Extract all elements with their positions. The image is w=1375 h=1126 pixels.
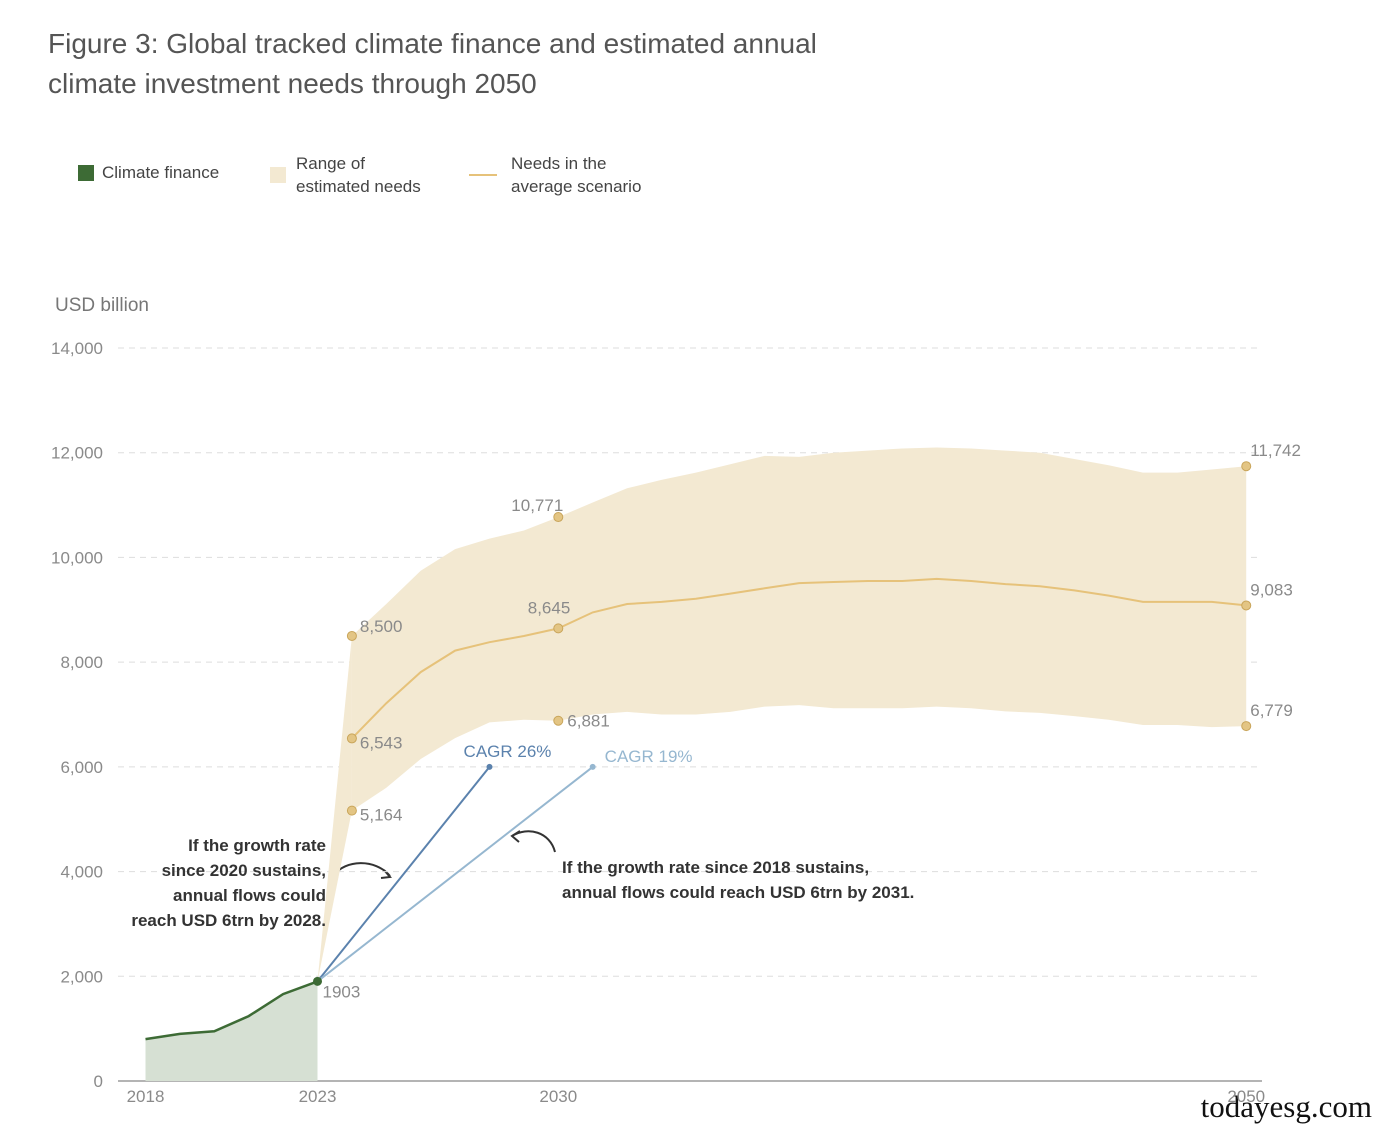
annotation-arrowhead bbox=[380, 869, 392, 879]
y-tick-label: 12,000 bbox=[51, 444, 103, 463]
x-tick-label: 2030 bbox=[539, 1087, 577, 1106]
data-point bbox=[486, 763, 493, 770]
legend-swatch bbox=[270, 167, 286, 183]
data-point bbox=[346, 733, 357, 744]
data-label: 6,779 bbox=[1250, 701, 1293, 720]
annotation-line: reach USD 6trn by 2028. bbox=[131, 911, 326, 930]
y-tick-label: 2,000 bbox=[60, 967, 103, 986]
labels: 0 2,000 4,000 6,000 8,000 10,000 12,000 14,000 2… bbox=[51, 339, 1301, 1106]
legend-item: Climate finance bbox=[78, 161, 219, 184]
cagr-label: CAGR 26% bbox=[464, 742, 552, 761]
legend-item: Range of estimated needs bbox=[270, 152, 436, 198]
data-label: 10,771 bbox=[511, 496, 563, 515]
marks bbox=[145, 447, 1252, 1081]
annotation-line: If the growth rate since 2018 sustains, bbox=[562, 858, 869, 877]
y-tick-label: 6,000 bbox=[60, 758, 103, 777]
data-point bbox=[313, 976, 323, 986]
data-point bbox=[553, 715, 564, 726]
y-tick-label: 14,000 bbox=[51, 339, 103, 358]
finance-area bbox=[145, 981, 318, 1081]
data-point bbox=[1241, 721, 1252, 732]
x-tick-label: 2050 bbox=[1227, 1087, 1265, 1106]
watermark: todayesg.com bbox=[1201, 1089, 1372, 1124]
data-point bbox=[1241, 600, 1252, 611]
data-label: 11,742 bbox=[1250, 441, 1301, 460]
y-tick-label: 8,000 bbox=[60, 653, 103, 672]
x-tick-label: 2018 bbox=[127, 1087, 165, 1106]
data-point bbox=[1241, 461, 1252, 472]
data-point bbox=[346, 805, 357, 816]
chart-title: Figure 3: Global tracked climate finance… bbox=[48, 28, 817, 99]
data-label: 9,083 bbox=[1250, 580, 1293, 599]
x-tick-label: 2023 bbox=[299, 1087, 337, 1106]
data-point bbox=[346, 630, 357, 641]
legend-swatch bbox=[78, 164, 94, 181]
cagr-line bbox=[316, 766, 594, 983]
y-axis-title: USD billion bbox=[55, 295, 149, 316]
legend-label: Needs in the average scenario bbox=[511, 154, 642, 196]
data-label: 1903 bbox=[323, 982, 361, 1001]
cagr-line bbox=[316, 766, 491, 983]
data-label: 8,500 bbox=[360, 617, 403, 636]
legend-item: Needs in the average scenario bbox=[469, 152, 656, 198]
y-tick-label: 0 bbox=[94, 1072, 103, 1091]
needs-line bbox=[351, 577, 1247, 740]
data-label: 8,645 bbox=[528, 598, 571, 617]
data-label: 6,881 bbox=[567, 712, 610, 731]
data-point bbox=[553, 623, 564, 634]
y-tick-label: 10,000 bbox=[51, 548, 103, 567]
legend-swatch bbox=[469, 174, 497, 176]
annotation-line: since 2020 sustains, bbox=[162, 861, 326, 880]
data-point bbox=[589, 763, 596, 770]
range-connector bbox=[317, 635, 352, 982]
finance-line bbox=[145, 980, 318, 1041]
annotation-line: annual flows could reach USD 6trn by 203… bbox=[562, 883, 914, 902]
needs-range bbox=[351, 447, 1247, 811]
annotation-line: annual flows could bbox=[173, 886, 326, 905]
data-label: 5,164 bbox=[360, 806, 403, 825]
cagr-label: CAGR 19% bbox=[605, 747, 693, 766]
data-point bbox=[553, 512, 564, 523]
y-tick-label: 4,000 bbox=[60, 863, 103, 882]
annotation-arrowhead bbox=[510, 830, 521, 843]
annotation-line: If the growth rate bbox=[188, 836, 326, 855]
annotation-arrow bbox=[333, 862, 391, 877]
legend-label: Climate finance bbox=[102, 163, 220, 182]
data-label: 6,543 bbox=[360, 733, 403, 752]
legend-label: Range of estimated needs bbox=[296, 154, 421, 196]
